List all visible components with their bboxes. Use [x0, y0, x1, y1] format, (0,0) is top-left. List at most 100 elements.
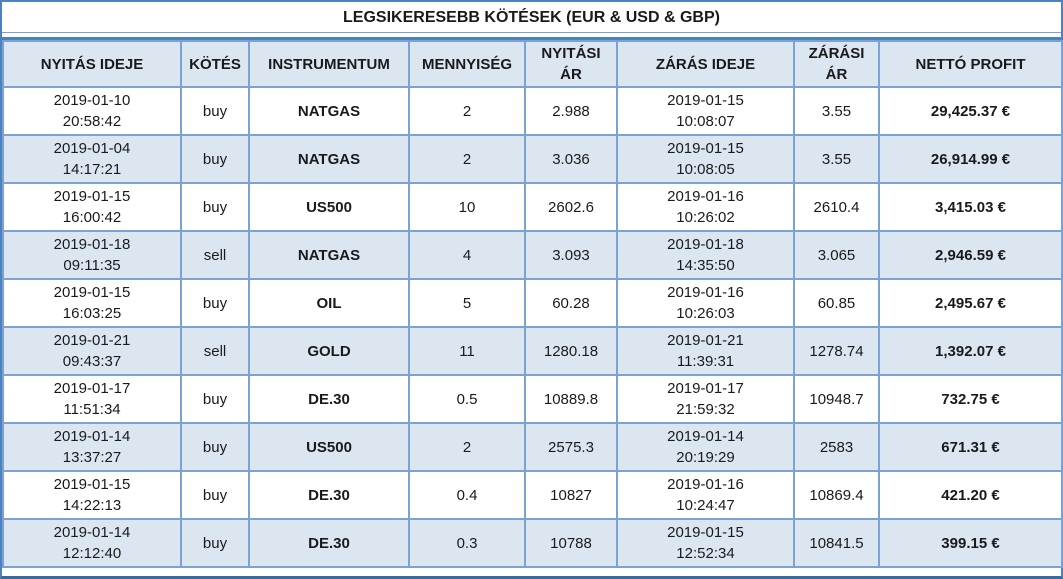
cell-instrument: US500 [248, 422, 410, 472]
cell-net-profit: 1,392.07 € [878, 326, 1063, 376]
cell-side: buy [180, 182, 250, 232]
cell-open-time: 2019-01-15 16:00:42 [2, 182, 182, 232]
cell-open-price: 2602.6 [524, 182, 618, 232]
cell-side: sell [180, 326, 250, 376]
cell-open-time: 2019-01-14 13:37:27 [2, 422, 182, 472]
cell-close-time: 2019-01-17 21:59:32 [616, 374, 795, 424]
cell-close-price: 2583 [793, 422, 880, 472]
header-instrument: INSTRUMENTUM [248, 40, 410, 88]
cell-open-price: 3.093 [524, 230, 618, 280]
cell-close-time: 2019-01-16 10:26:02 [616, 182, 795, 232]
cell-quantity: 0.5 [408, 374, 526, 424]
cell-instrument: GOLD [248, 326, 410, 376]
cell-instrument: NATGAS [248, 134, 410, 184]
cell-open-time: 2019-01-14 12:12:40 [2, 518, 182, 568]
table-title: LEGSIKERESEBB KÖTÉSEK (EUR & USD & GBP) [2, 2, 1061, 33]
cell-close-price: 10869.4 [793, 470, 880, 520]
cell-close-price: 3.55 [793, 86, 880, 136]
header-side: KÖTÉS [180, 40, 250, 88]
trades-table: NYITÁS IDEJE KÖTÉS INSTRUMENTUM MENNYISÉ… [2, 40, 1063, 568]
header-net-profit: NETTÓ PROFIT [878, 40, 1063, 88]
table-row: 2019-01-21 09:43:37 sell GOLD 11 1280.18 2019… [2, 326, 1063, 376]
table-row: 2019-01-15 16:03:25 buy OIL 5 60.28 2019-01-1… [2, 278, 1063, 328]
cell-side: buy [180, 134, 250, 184]
cell-close-time: 2019-01-15 10:08:05 [616, 134, 795, 184]
cell-open-time: 2019-01-21 09:43:37 [2, 326, 182, 376]
table-row: 2019-01-14 12:12:40 buy DE.30 0.3 10788 2019-… [2, 518, 1063, 568]
cell-net-profit: 26,914.99 € [878, 134, 1063, 184]
cell-close-time: 2019-01-18 14:35:50 [616, 230, 795, 280]
cell-net-profit: 2,495.67 € [878, 278, 1063, 328]
cell-quantity: 0.4 [408, 470, 526, 520]
cell-instrument: NATGAS [248, 230, 410, 280]
cell-close-price: 2610.4 [793, 182, 880, 232]
table-row: 2019-01-10 20:58:42 buy NATGAS 2 2.988 2019-0… [2, 86, 1063, 136]
cell-close-price: 3.065 [793, 230, 880, 280]
cell-quantity: 2 [408, 86, 526, 136]
cell-instrument: OIL [248, 278, 410, 328]
cell-open-price: 1280.18 [524, 326, 618, 376]
cell-close-time: 2019-01-21 11:39:31 [616, 326, 795, 376]
header-quantity: MENNYISÉG [408, 40, 526, 88]
cell-side: buy [180, 278, 250, 328]
cell-open-time: 2019-01-15 14:22:13 [2, 470, 182, 520]
cell-close-price: 60.85 [793, 278, 880, 328]
table-row: 2019-01-15 16:00:42 buy US500 10 2602.6 2019-… [2, 182, 1063, 232]
cell-side: buy [180, 470, 250, 520]
cell-open-price: 3.036 [524, 134, 618, 184]
table-row: 2019-01-17 11:51:34 buy DE.30 0.5 10889.8 201… [2, 374, 1063, 424]
cell-quantity: 0.3 [408, 518, 526, 568]
title-gap [2, 33, 1061, 37]
header-open-price: NYITÁSI ÁR [524, 40, 618, 88]
cell-side: buy [180, 422, 250, 472]
header-divider [2, 37, 1061, 40]
cell-net-profit: 2,946.59 € [878, 230, 1063, 280]
cell-side: sell [180, 230, 250, 280]
cell-open-price: 2.988 [524, 86, 618, 136]
cell-net-profit: 671.31 € [878, 422, 1063, 472]
cell-instrument: DE.30 [248, 470, 410, 520]
header-row: NYITÁS IDEJE KÖTÉS INSTRUMENTUM MENNYISÉ… [2, 40, 1063, 88]
cell-net-profit: 732.75 € [878, 374, 1063, 424]
trades-table-body: 2019-01-10 20:58:42 buy NATGAS 2 2.988 2019-0… [2, 86, 1063, 568]
cell-quantity: 11 [408, 326, 526, 376]
cell-quantity: 10 [408, 182, 526, 232]
table-row: 2019-01-14 13:37:27 buy US500 2 2575.3 2019-0… [2, 422, 1063, 472]
table-row: 2019-01-18 09:11:35 sell NATGAS 4 3.093 2019-… [2, 230, 1063, 280]
cell-quantity: 4 [408, 230, 526, 280]
cell-open-price: 2575.3 [524, 422, 618, 472]
cell-close-price: 3.55 [793, 134, 880, 184]
cell-close-time: 2019-01-15 10:08:07 [616, 86, 795, 136]
header-close-price: ZÁRÁSI ÁR [793, 40, 880, 88]
cell-close-price: 10948.7 [793, 374, 880, 424]
cell-net-profit: 3,415.03 € [878, 182, 1063, 232]
cell-side: buy [180, 518, 250, 568]
cell-close-time: 2019-01-16 10:24:47 [616, 470, 795, 520]
header-close-time: ZÁRÁS IDEJE [616, 40, 795, 88]
cell-open-time: 2019-01-15 16:03:25 [2, 278, 182, 328]
cell-instrument: US500 [248, 182, 410, 232]
cell-open-time: 2019-01-04 14:17:21 [2, 134, 182, 184]
cell-side: buy [180, 374, 250, 424]
cell-net-profit: 399.15 € [878, 518, 1063, 568]
cell-close-price: 10841.5 [793, 518, 880, 568]
cell-instrument: DE.30 [248, 518, 410, 568]
cell-open-time: 2019-01-17 11:51:34 [2, 374, 182, 424]
cell-open-price: 60.28 [524, 278, 618, 328]
cell-close-time: 2019-01-14 20:19:29 [616, 422, 795, 472]
table-header: NYITÁS IDEJE KÖTÉS INSTRUMENTUM MENNYISÉ… [2, 40, 1063, 88]
cell-close-price: 1278.74 [793, 326, 880, 376]
cell-net-profit: 29,425.37 € [878, 86, 1063, 136]
cell-open-price: 10788 [524, 518, 618, 568]
cell-instrument: NATGAS [248, 86, 410, 136]
table-row: 2019-01-04 14:17:21 buy NATGAS 2 3.036 2019-0… [2, 134, 1063, 184]
cell-side: buy [180, 86, 250, 136]
cell-close-time: 2019-01-16 10:26:03 [616, 278, 795, 328]
cell-instrument: DE.30 [248, 374, 410, 424]
cell-open-time: 2019-01-10 20:58:42 [2, 86, 182, 136]
cell-quantity: 2 [408, 422, 526, 472]
cell-open-price: 10827 [524, 470, 618, 520]
cell-net-profit: 421.20 € [878, 470, 1063, 520]
table-row: 2019-01-15 14:22:13 buy DE.30 0.4 10827 2019-… [2, 470, 1063, 520]
